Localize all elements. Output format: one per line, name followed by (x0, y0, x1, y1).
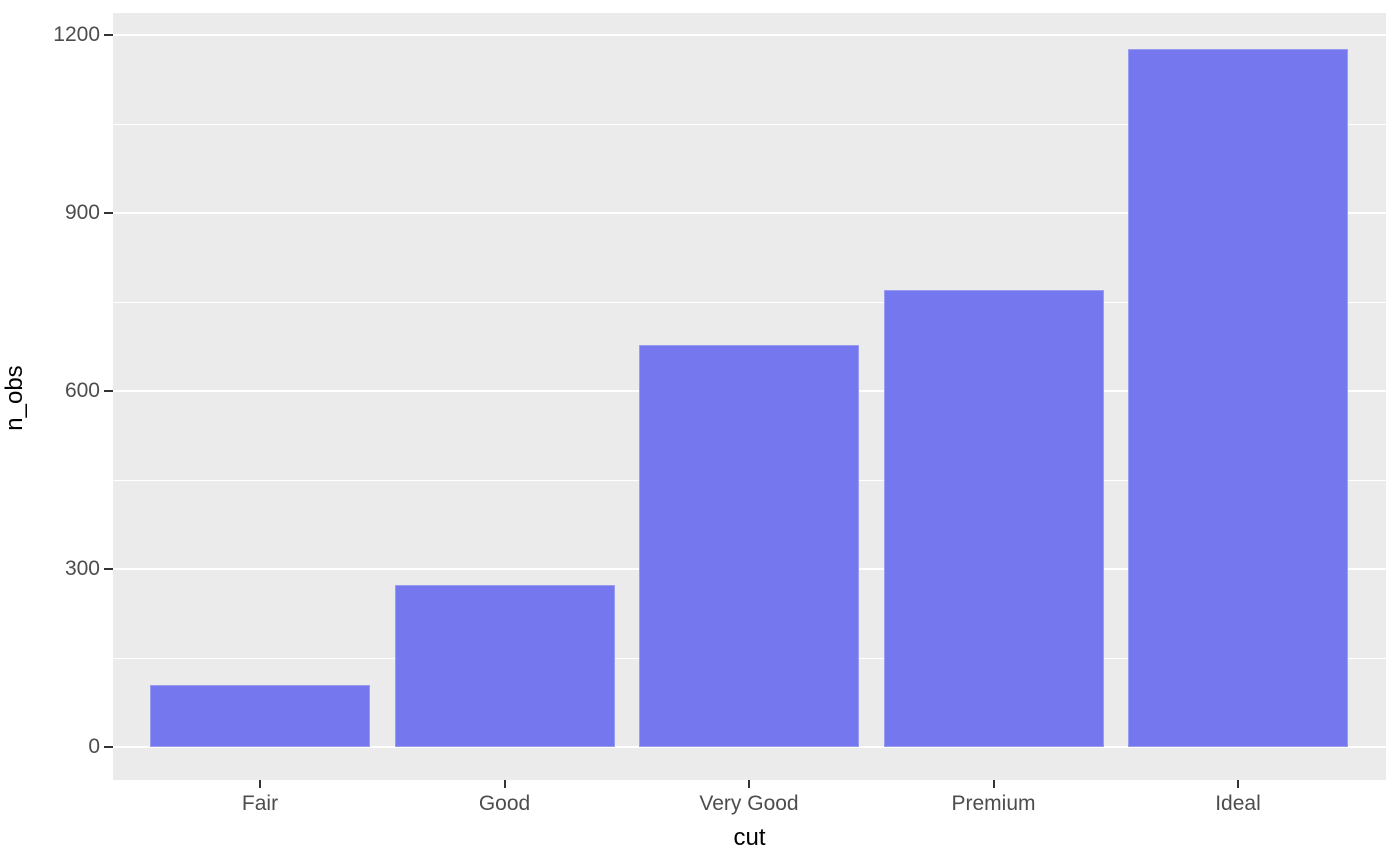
y-tick-label-0: 0 (88, 735, 100, 758)
gridline-major-0 (113, 746, 1386, 748)
y-axis-tick-1200 (104, 34, 113, 36)
y-tick-label-900: 900 (64, 201, 100, 224)
y-tick-label-300: 300 (64, 557, 100, 580)
x-axis-tick-good (503, 780, 506, 788)
bar-premium (883, 289, 1104, 747)
x-axis-tick-fair (259, 780, 261, 788)
y-tick-label-1200: 1200 (53, 23, 100, 46)
bar-very-good (639, 345, 859, 747)
y-axis-tick-300 (104, 568, 113, 570)
x-tick-label-good: Good (478, 792, 531, 815)
x-tick-label-premium: Premium (951, 792, 1036, 815)
bar-good (394, 585, 615, 747)
gridline-minor-1050 (113, 124, 1386, 125)
x-tick-label-ideal: Ideal (1215, 792, 1261, 815)
bar-fair (150, 684, 370, 747)
y-axis-tick-600 (104, 390, 113, 392)
gridline-major-1200 (113, 34, 1386, 36)
x-tick-label-fair: Fair (241, 792, 279, 815)
y-axis-tick-900 (104, 212, 113, 214)
x-axis-tick-ideal (1237, 780, 1239, 788)
x-axis-tick-premium (992, 780, 995, 788)
gridline-minor-750 (113, 302, 1386, 303)
gridline-major-900 (113, 212, 1386, 214)
y-axis-title: n_obs (1, 365, 28, 431)
plot-panel (113, 13, 1386, 780)
x-axis-title: cut (733, 824, 766, 851)
x-axis-tick-very-good (748, 780, 750, 788)
x-tick-label-very-good: Very Good (699, 792, 799, 815)
y-tick-label-600: 600 (64, 379, 100, 402)
y-axis-tick-0 (104, 746, 113, 748)
bar-ideal (1128, 49, 1348, 747)
